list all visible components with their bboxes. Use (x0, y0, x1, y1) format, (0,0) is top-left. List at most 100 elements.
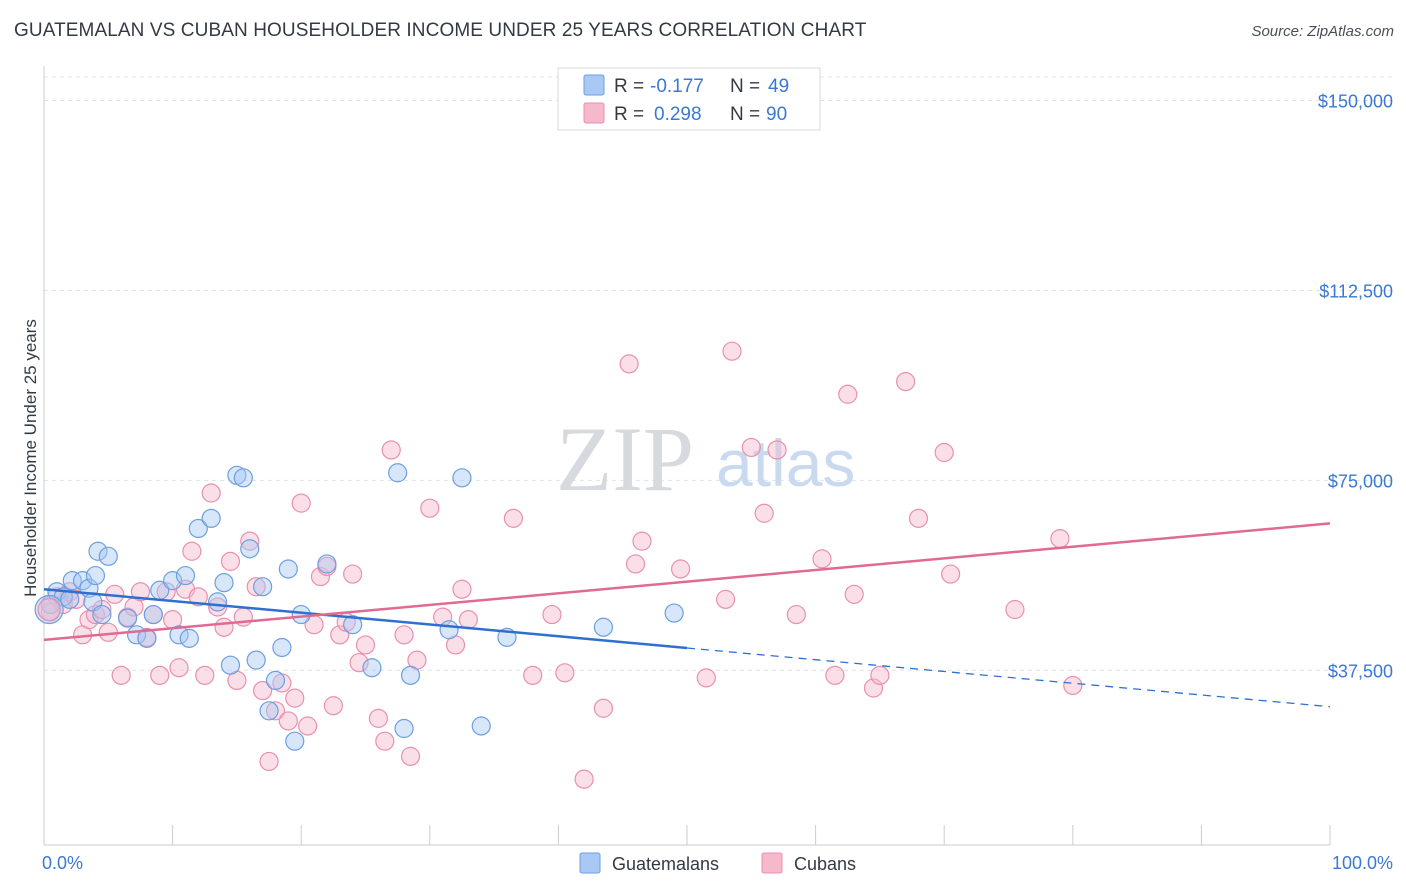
data-point-cubans (458, 610, 478, 630)
data-point-guatemalans (259, 701, 279, 721)
watermark: ZIP atlas (556, 408, 855, 510)
data-point-cubans (1050, 528, 1070, 549)
y-tick-label: $75,000 (1328, 471, 1393, 491)
chart-title: GUATEMALAN VS CUBAN HOUSEHOLDER INCOME U… (14, 20, 867, 41)
data-point-cubans (246, 577, 266, 597)
data-point-guatemalans (253, 577, 273, 597)
data-point-guatemalans (92, 604, 112, 625)
data-point-guatemalans (272, 637, 292, 658)
data-point-cubans (715, 589, 736, 609)
data-point-guatemalans (388, 463, 408, 483)
data-point-cubans (169, 658, 189, 678)
data-point-cubans (420, 498, 440, 518)
data-point-guatemalans (400, 665, 421, 685)
data-point-guatemalans (188, 518, 208, 539)
data-point-cubans (150, 665, 170, 685)
data-point-guatemalans (62, 571, 82, 591)
data-point-guatemalans (169, 625, 189, 645)
bottom-legend-swatch-cubans (761, 852, 783, 874)
y-tick-label: $37,500 (1328, 661, 1393, 681)
data-point-cubans (240, 531, 260, 551)
data-point-guatemalans (285, 731, 305, 751)
data-point-guatemalans (98, 546, 118, 566)
data-point-guatemalans (343, 615, 363, 635)
data-point-guatemalans (439, 620, 459, 640)
data-point-cubans (838, 384, 858, 404)
data-point-cubans (574, 769, 594, 789)
bottom-legend: Guatemalans Cubans (579, 852, 856, 874)
data-point-cubans (722, 341, 742, 361)
data-point-cubans (285, 688, 305, 708)
data-point-cubans (214, 617, 234, 637)
legend-r-label: R = (614, 104, 644, 125)
data-point-guatemalans (175, 565, 196, 586)
data-point-guatemalans (88, 541, 108, 561)
data-point-cubans (323, 696, 343, 716)
legend: R = -0.177 N = 49 R = 0.298 N = 90 (557, 67, 821, 131)
trend-line-guatemalans (43, 587, 688, 650)
data-point-cubans (632, 531, 652, 551)
data-point-guatemalans (317, 554, 337, 574)
data-point-cubans (625, 554, 646, 574)
data-point-cubans (503, 508, 523, 528)
data-point-cubans (298, 716, 318, 736)
data-point-guatemalans (664, 603, 684, 623)
data-point-guatemalans (85, 565, 106, 586)
data-point-cubans (844, 584, 864, 604)
x-tick-label: 100.0% (1332, 853, 1393, 873)
data-point-guatemalans (143, 604, 163, 625)
data-point-cubans (941, 564, 961, 584)
data-point-guatemalans (471, 716, 491, 736)
x-tick-label: 0.0% (42, 853, 83, 873)
data-point-cubans (253, 680, 273, 701)
data-point-guatemalans (362, 658, 382, 678)
data-point-cubans (754, 503, 774, 523)
y-tick-label: $112,500 (1319, 281, 1393, 301)
bottom-legend-cubans: Cubans (794, 854, 856, 874)
data-point-guatemalans (163, 571, 183, 591)
data-point-cubans (381, 440, 401, 460)
data-point-cubans (696, 668, 716, 688)
data-point-cubans (934, 442, 954, 463)
data-point-cubans (908, 508, 929, 528)
data-point-cubans (863, 678, 884, 698)
data-point-cubans (1005, 599, 1025, 620)
legend-r-value: -0.177 (650, 76, 704, 97)
data-point-cubans (812, 549, 832, 569)
data-point-cubans (375, 731, 395, 751)
data-point-guatemalans (394, 718, 414, 739)
y-axis-label: Householder Income Under 25 years (21, 319, 40, 597)
data-point-cubans (291, 493, 311, 513)
data-point-cubans (593, 698, 614, 718)
trend-line-guatemalans-extrapolated (686, 647, 1331, 708)
watermark-zip: ZIP (556, 408, 694, 510)
y-tick-labels: $37,500 $75,000 $112,500 $150,000 (1318, 92, 1393, 682)
data-point-cubans (201, 483, 221, 503)
data-point-guatemalans (201, 508, 221, 528)
data-point-cubans (400, 746, 421, 766)
data-point-cubans (111, 665, 131, 685)
data-point-cubans (452, 579, 472, 599)
data-point-cubans (220, 551, 241, 571)
data-point-cubans (767, 440, 787, 460)
data-point-cubans (555, 663, 575, 683)
data-point-cubans (741, 437, 761, 458)
data-point-cubans (870, 665, 890, 685)
legend-n-value: 90 (766, 104, 787, 125)
gridlines (44, 76, 1396, 671)
source-label: Source: ZipAtlas.com (1251, 23, 1394, 40)
bottom-legend-guatemalans: Guatemalans (612, 854, 719, 874)
data-point-cubans (523, 665, 543, 685)
data-point-guatemalans (265, 670, 286, 691)
bottom-legend-swatch-guatemalans (579, 852, 601, 874)
legend-r-label: R = (614, 76, 644, 97)
data-point-cubans (786, 604, 806, 625)
data-point-guatemalans (117, 608, 138, 628)
data-point-cubans (670, 559, 691, 579)
data-point-cubans (130, 582, 151, 602)
legend-n-label: N = (730, 104, 760, 125)
data-point-cubans (182, 541, 202, 561)
data-point-cubans (259, 751, 279, 772)
data-point-guatemalans (240, 539, 260, 559)
